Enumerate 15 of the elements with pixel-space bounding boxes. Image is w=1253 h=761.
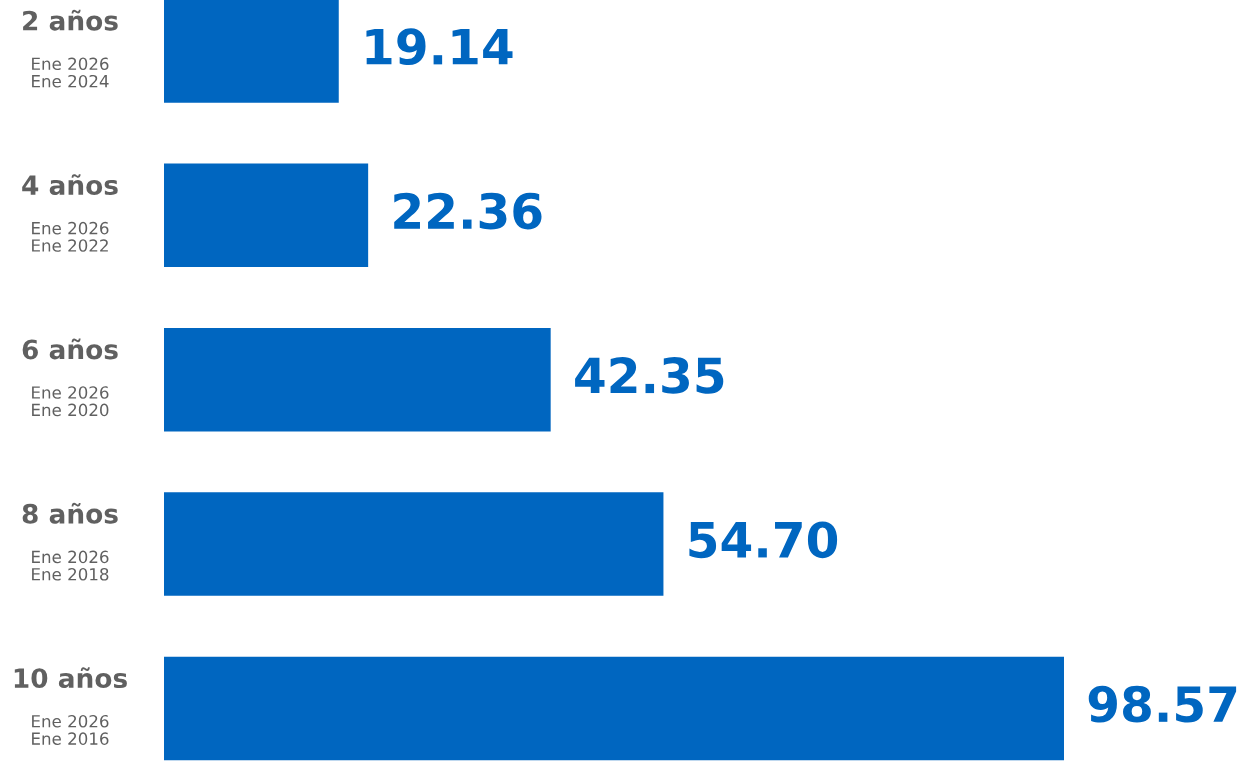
data-label: 22.36 xyxy=(394,192,542,230)
y-tick-label: 6 años Ene 2026 Ene 2020 xyxy=(22,338,118,417)
bar xyxy=(164,163,369,268)
y-tick-label: 2 años Ene 2026 Ene 2024 xyxy=(23,9,118,88)
y-tick-label: 4 años Ene 2026 Ene 2022 xyxy=(22,174,118,252)
data-label: 98.57 xyxy=(1088,685,1237,723)
bar xyxy=(164,656,1064,761)
y-tick-label: 8 años Ene 2026 Ene 2018 xyxy=(22,502,118,581)
data-label: 42.35 xyxy=(575,357,724,394)
bar xyxy=(164,492,664,596)
y-tick-label: 10 años Ene 2026 Ene 2016 xyxy=(14,667,127,745)
bar xyxy=(164,0,339,103)
data-label: 54.70 xyxy=(689,521,838,559)
bar xyxy=(164,327,551,432)
data-label: 19.14 xyxy=(366,28,513,66)
